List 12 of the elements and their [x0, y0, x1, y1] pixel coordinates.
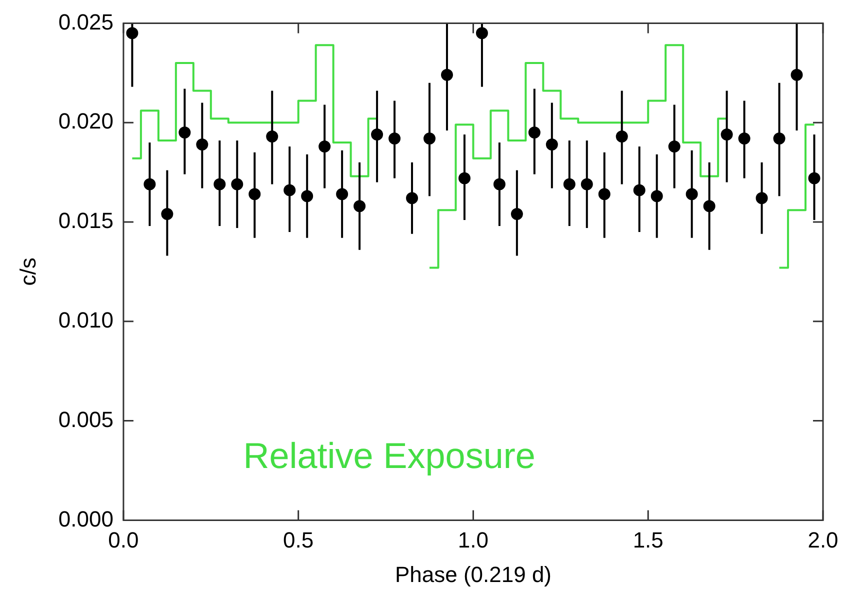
x-tick-label: 1.5 — [632, 527, 664, 552]
y-tick-label: 0.020 — [58, 108, 114, 134]
y-tick-label: 0.005 — [58, 406, 114, 432]
y-axis-title: c/s — [15, 258, 40, 286]
x-tick-label: 2.0 — [808, 527, 838, 552]
y-tick-label: 0.010 — [58, 307, 114, 332]
y-tick-label: 0.015 — [58, 208, 114, 234]
text: Relative Exposure — [243, 434, 536, 476]
x-axis-title: Phase (0.219 d) — [394, 562, 552, 587]
x-tick-label: 1.0 — [458, 527, 489, 552]
y-tick-label: 0.025 — [58, 9, 114, 34]
x-tick-label: 0.5 — [283, 527, 314, 552]
